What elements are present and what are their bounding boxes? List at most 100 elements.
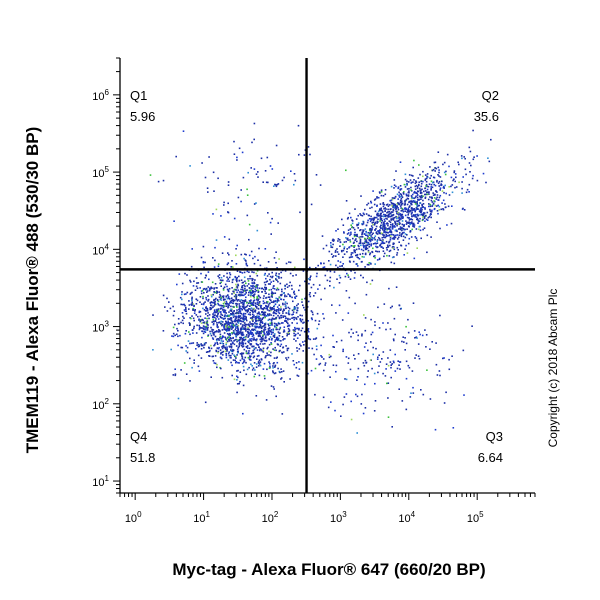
data-point xyxy=(349,239,351,241)
data-point xyxy=(216,347,219,349)
data-point xyxy=(425,177,428,180)
data-point xyxy=(233,340,235,342)
data-point xyxy=(367,251,370,253)
data-point xyxy=(363,242,366,245)
data-point xyxy=(170,348,172,351)
data-point xyxy=(216,326,218,328)
data-point xyxy=(420,191,422,193)
data-point xyxy=(413,330,416,332)
data-point xyxy=(330,242,332,244)
data-point xyxy=(398,216,400,218)
data-point xyxy=(316,312,319,315)
data-point xyxy=(247,313,250,316)
data-point xyxy=(169,307,172,310)
data-point xyxy=(236,379,238,381)
data-point xyxy=(417,199,419,201)
data-point xyxy=(249,290,252,293)
data-point xyxy=(236,287,239,289)
data-point xyxy=(471,325,473,327)
data-point xyxy=(242,365,245,368)
data-point xyxy=(205,307,207,309)
data-point xyxy=(405,198,408,201)
data-point xyxy=(332,238,334,241)
data-point xyxy=(362,231,364,233)
data-point xyxy=(238,291,241,293)
data-point xyxy=(348,296,351,299)
data-point xyxy=(282,316,284,318)
data-point xyxy=(247,331,249,334)
data-point xyxy=(385,240,388,243)
data-point xyxy=(213,302,216,304)
data-point xyxy=(266,301,268,303)
data-point xyxy=(390,364,392,366)
data-point xyxy=(429,212,432,215)
data-point xyxy=(244,315,246,318)
data-point xyxy=(282,302,284,305)
data-point xyxy=(210,344,212,347)
data-point xyxy=(379,214,381,217)
data-point xyxy=(228,354,231,357)
data-point xyxy=(339,265,341,268)
data-point xyxy=(266,347,268,350)
data-point xyxy=(417,222,419,224)
data-point xyxy=(277,337,280,340)
data-point xyxy=(269,275,272,278)
data-point xyxy=(202,261,205,264)
data-point xyxy=(221,346,223,348)
data-point xyxy=(372,247,374,250)
data-point xyxy=(374,216,377,219)
data-point xyxy=(243,339,246,341)
data-point xyxy=(238,305,241,307)
data-point xyxy=(253,345,255,348)
data-point xyxy=(369,283,372,285)
data-point xyxy=(183,309,186,311)
data-point xyxy=(236,291,238,294)
data-point xyxy=(256,349,259,351)
data-point xyxy=(230,343,232,345)
data-point xyxy=(201,327,203,329)
data-point xyxy=(393,179,396,181)
data-point xyxy=(366,281,368,284)
data-point xyxy=(166,297,168,300)
data-point xyxy=(391,426,393,428)
data-point xyxy=(278,258,280,260)
data-point xyxy=(213,362,216,364)
data-point xyxy=(424,208,426,210)
data-point xyxy=(307,372,309,375)
data-point xyxy=(227,290,230,292)
data-point xyxy=(291,353,293,355)
data-point xyxy=(359,213,361,215)
data-point xyxy=(220,296,222,299)
data-point xyxy=(400,244,402,247)
data-point xyxy=(345,240,347,243)
data-point xyxy=(392,237,395,239)
data-point xyxy=(361,393,363,396)
y-axis-title: TMEM119 - Alexa Fluor® 488 (530/30 BP) xyxy=(23,127,42,454)
data-point xyxy=(246,285,249,287)
data-point xyxy=(420,194,423,197)
data-point xyxy=(227,294,229,297)
data-point xyxy=(269,336,272,338)
data-point xyxy=(427,198,430,201)
data-point xyxy=(298,348,301,350)
data-point xyxy=(287,322,289,325)
data-point xyxy=(240,344,243,347)
data-point xyxy=(286,321,288,324)
data-point xyxy=(221,329,224,331)
data-point xyxy=(420,237,422,240)
data-point xyxy=(422,199,424,202)
data-point xyxy=(236,375,238,378)
data-point xyxy=(235,254,237,257)
data-point xyxy=(363,256,365,258)
data-point xyxy=(452,427,455,429)
data-point xyxy=(403,228,405,231)
data-point xyxy=(264,286,266,289)
data-point xyxy=(320,355,322,357)
data-point xyxy=(372,219,375,222)
data-point xyxy=(413,159,415,162)
data-point xyxy=(310,317,313,319)
data-point xyxy=(236,320,238,322)
data-point xyxy=(287,356,290,359)
data-point xyxy=(248,366,250,369)
data-point xyxy=(342,348,344,351)
